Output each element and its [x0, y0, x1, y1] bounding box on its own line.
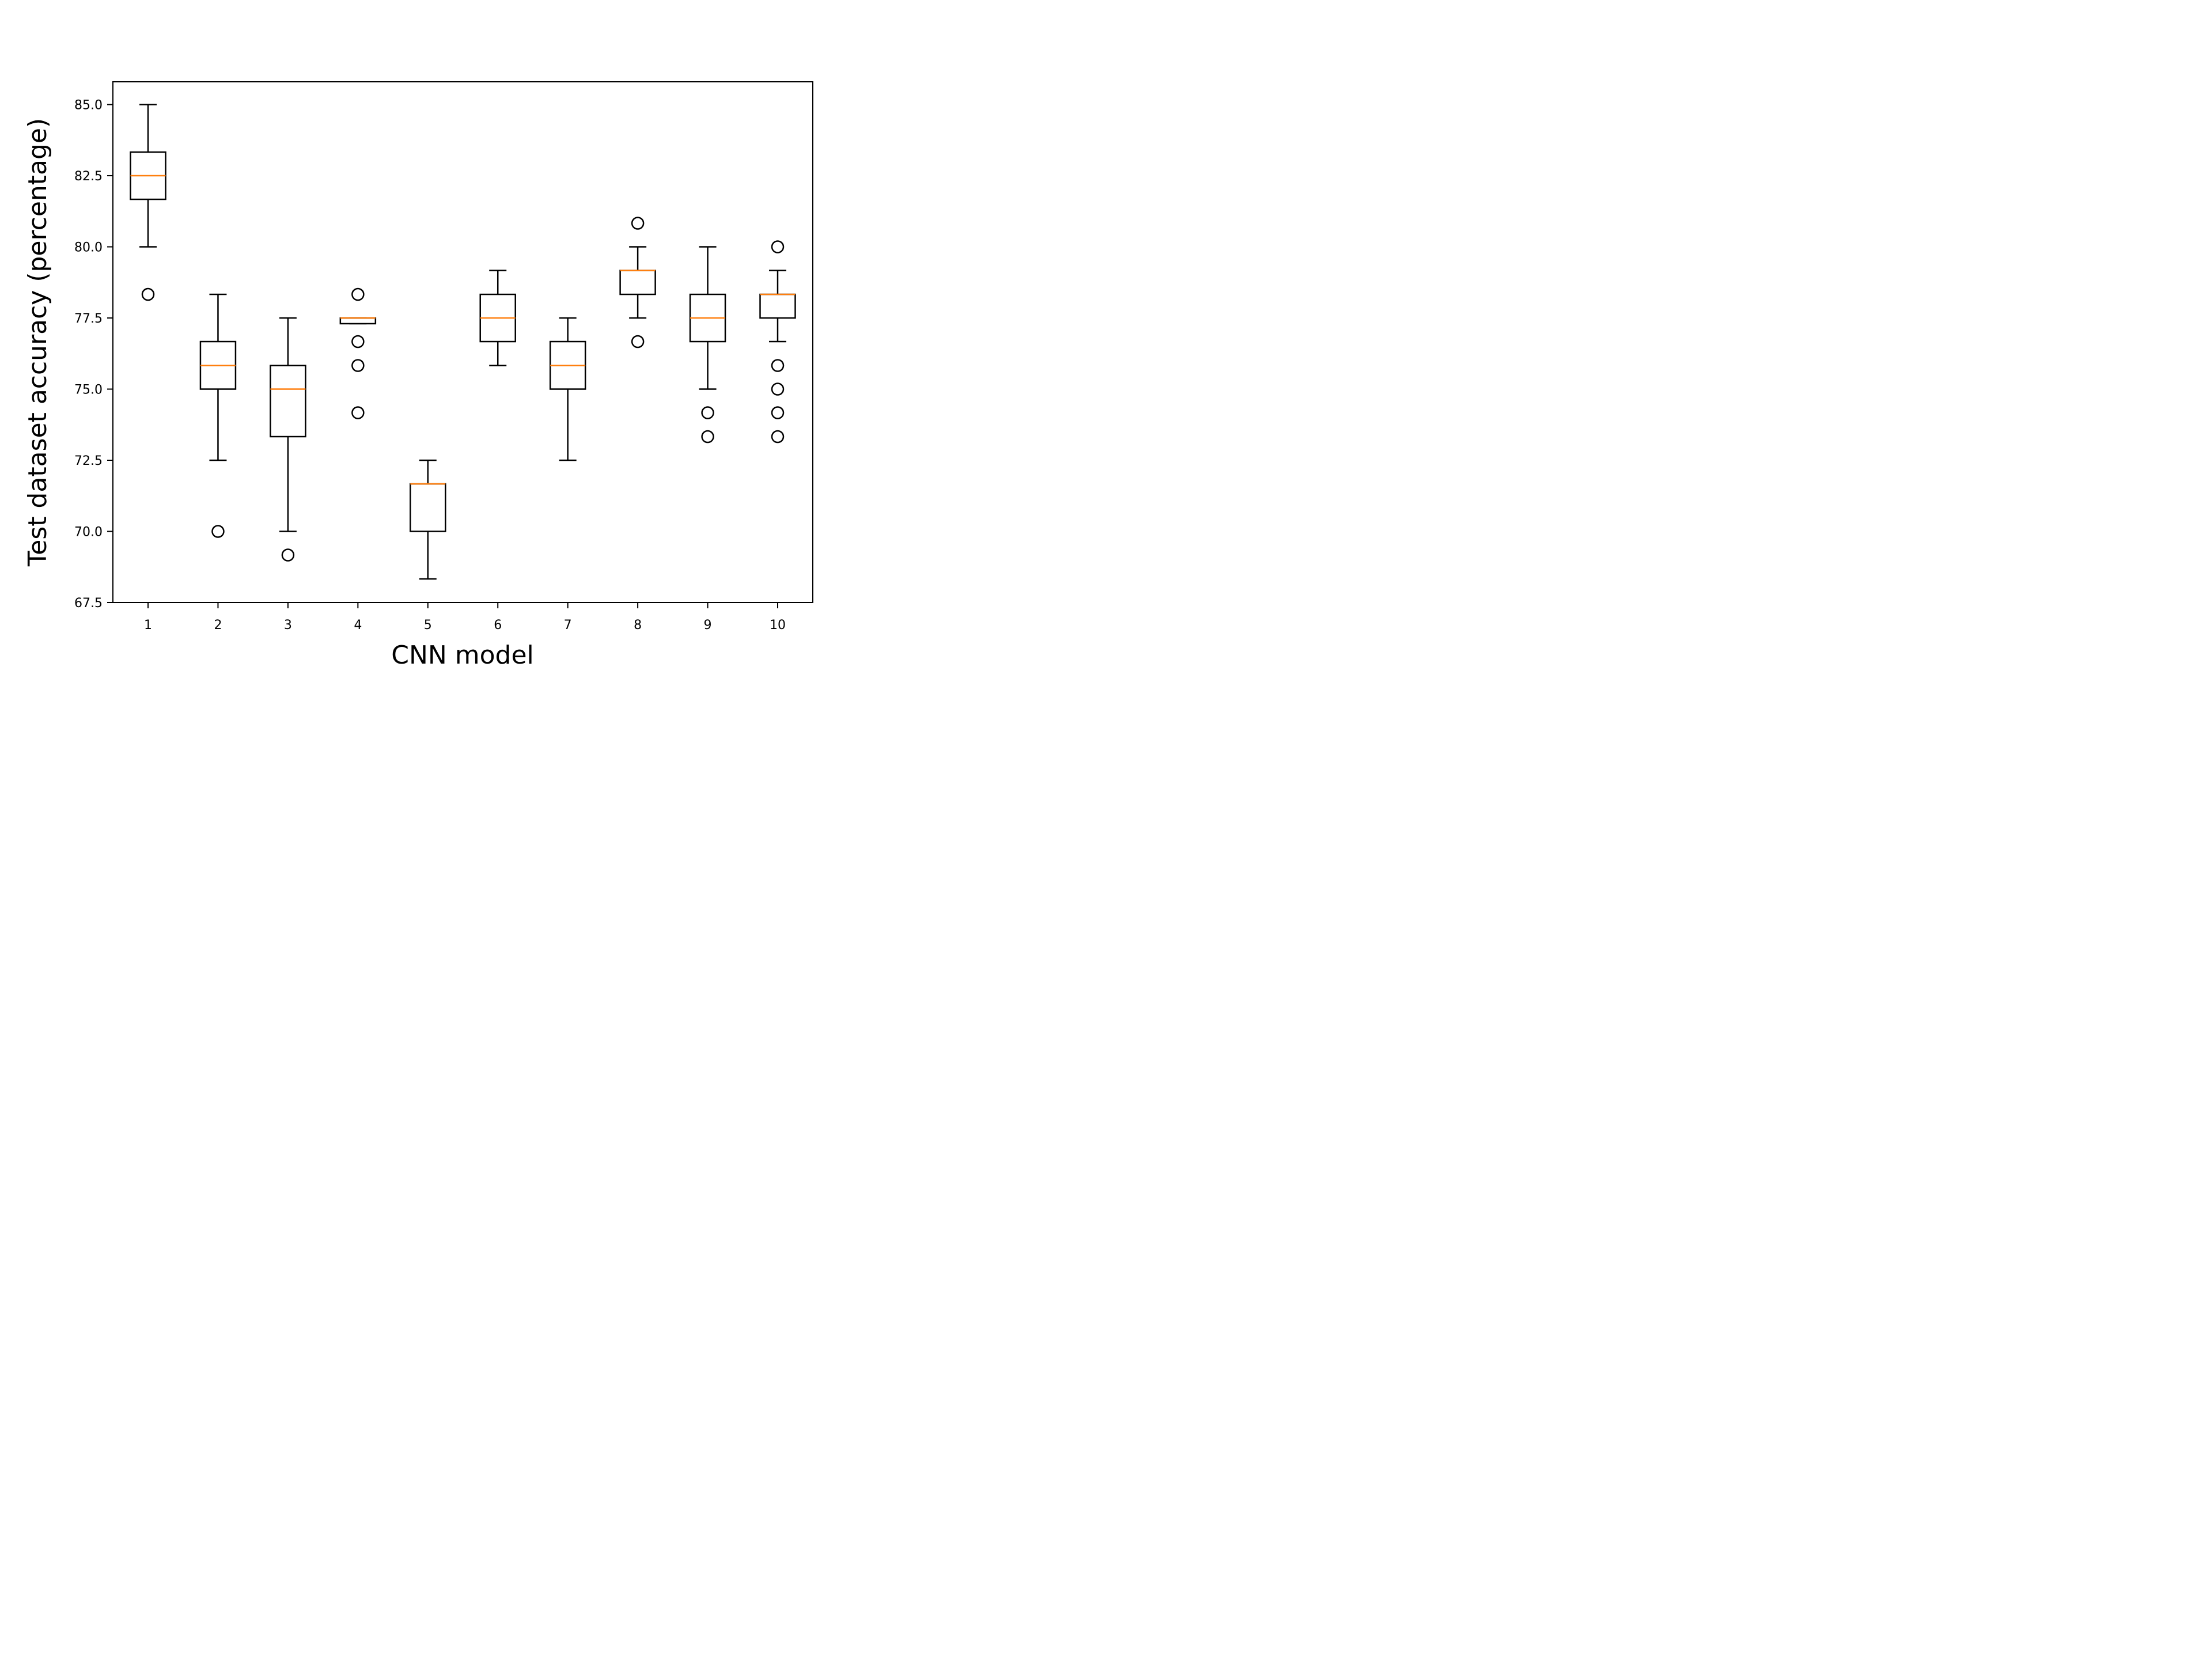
x-axis-ticks: 1 2 3 4 5 6 7 8 9 10 — [144, 603, 786, 632]
x-tick-label: 7 — [564, 618, 572, 632]
x-axis-label: CNN model — [391, 641, 534, 669]
box-group-model-8 — [619, 217, 656, 349]
box — [270, 365, 306, 438]
x-tick-label: 3 — [284, 618, 292, 632]
y-tick-label: 80.0 — [74, 241, 103, 255]
y-tick-label: 85.0 — [74, 99, 103, 113]
box-group-model-2 — [199, 293, 237, 538]
box — [339, 317, 377, 325]
outlier-point — [631, 335, 645, 349]
box-group-model-9 — [689, 246, 726, 444]
box — [759, 293, 796, 319]
outlier-point — [701, 430, 714, 444]
y-tick-label: 67.5 — [74, 596, 103, 611]
box-group-model-4 — [339, 287, 377, 419]
x-tick-label: 10 — [770, 618, 786, 632]
outlier-point — [771, 240, 785, 253]
y-tick-label: 82.5 — [74, 169, 103, 184]
outlier-point — [771, 406, 785, 419]
outlier-point — [351, 335, 365, 349]
outlier-point — [701, 406, 714, 419]
box — [619, 270, 656, 296]
x-tick-label: 5 — [424, 618, 432, 632]
box — [410, 483, 446, 532]
x-tick-label: 9 — [704, 618, 712, 632]
plot-marks — [130, 104, 796, 580]
box-group-model-7 — [549, 317, 586, 461]
y-tick-label: 70.0 — [74, 525, 103, 540]
y-tick-label: 77.5 — [74, 312, 103, 326]
y-axis-ticks: 67.5 70.0 72.5 75.0 77.5 80.0 82.5 85.0 — [74, 99, 113, 611]
plot-frame — [112, 81, 813, 603]
outlier-point — [281, 548, 295, 562]
box-group-model-6 — [479, 270, 516, 366]
outlier-point — [771, 359, 785, 372]
outlier-point — [211, 525, 225, 538]
x-tick-label: 8 — [634, 618, 642, 632]
outlier-point — [351, 287, 365, 301]
outlier-point — [631, 217, 645, 230]
box-group-model-3 — [270, 317, 306, 562]
x-tick-label: 1 — [144, 618, 152, 632]
x-tick-label: 4 — [354, 618, 362, 632]
y-tick-label: 75.0 — [74, 383, 103, 397]
box-group-model-10 — [759, 240, 796, 444]
box-group-model-5 — [410, 459, 446, 580]
y-tick-label: 72.5 — [74, 454, 103, 468]
x-tick-label: 2 — [214, 618, 222, 632]
y-axis-label: Test dataset accuracy (percentage) — [23, 118, 52, 567]
outlier-point — [771, 382, 785, 396]
x-tick-label: 6 — [494, 618, 502, 632]
outlier-point — [141, 287, 155, 301]
box-group-model-1 — [130, 104, 166, 301]
outlier-point — [351, 359, 365, 372]
outlier-point — [351, 406, 365, 419]
outlier-point — [771, 430, 785, 444]
